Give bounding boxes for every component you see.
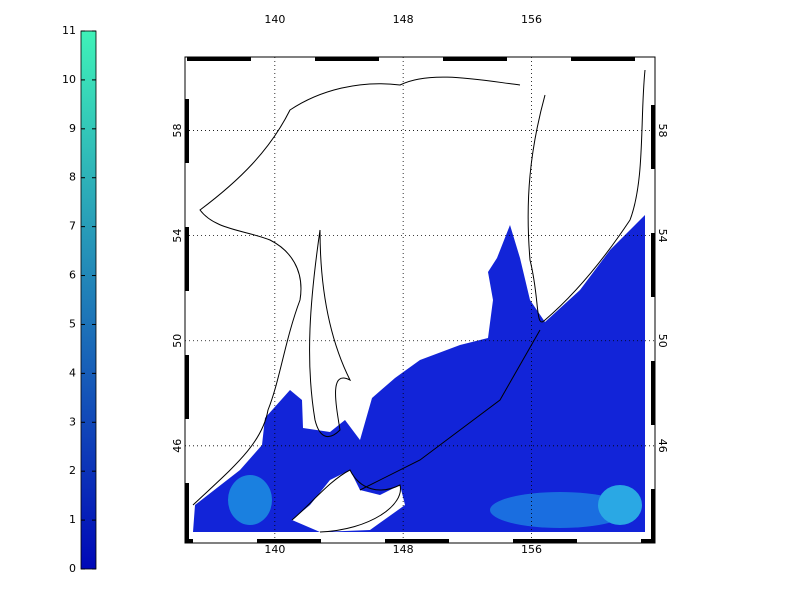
ocean-field <box>193 215 645 532</box>
colorbar <box>80 30 97 570</box>
x-tick-label: 148 <box>393 13 414 26</box>
colorbar-tick-label: 4 <box>69 366 76 379</box>
coastline <box>309 229 352 438</box>
colorbar-tick-label: 9 <box>69 122 76 135</box>
y-tick-label: 54 <box>656 229 669 243</box>
x-tick-label: 140 <box>264 13 285 26</box>
ocean-patch <box>598 485 642 525</box>
ocean-patch <box>490 492 630 528</box>
colorbar-tick-label: 11 <box>62 24 76 37</box>
x-tick-label: 156 <box>521 13 542 26</box>
colorbar-tick-label: 10 <box>62 73 76 86</box>
y-tick-label: 50 <box>171 334 184 348</box>
x-tick-label: 148 <box>393 543 414 556</box>
y-tick-label: 58 <box>656 124 669 138</box>
land <box>292 470 405 532</box>
x-tick-label: 140 <box>264 543 285 556</box>
coastline <box>192 69 646 506</box>
y-tick-label: 46 <box>656 439 669 453</box>
colorbar-tick-label: 0 <box>69 562 76 575</box>
colorbar-tick-label: 5 <box>69 317 76 330</box>
map-frame <box>184 56 656 544</box>
y-tick-label: 54 <box>171 229 184 243</box>
colorbar-tick-label: 3 <box>69 415 76 428</box>
colorbar-tick-label: 1 <box>69 513 76 526</box>
colorbar-tick-label: 6 <box>69 269 76 282</box>
x-tick-label: 156 <box>521 543 542 556</box>
map <box>185 57 655 543</box>
colorbar-tick-label: 2 <box>69 464 76 477</box>
y-tick-label: 50 <box>656 334 669 348</box>
colorbar-tick-label: 7 <box>69 220 76 233</box>
colorbar-tick-label: 8 <box>69 171 76 184</box>
ocean-patch <box>228 475 272 525</box>
y-tick-label: 58 <box>171 124 184 138</box>
coastline <box>359 329 541 491</box>
y-tick-label: 46 <box>171 439 184 453</box>
coastline <box>291 469 401 533</box>
